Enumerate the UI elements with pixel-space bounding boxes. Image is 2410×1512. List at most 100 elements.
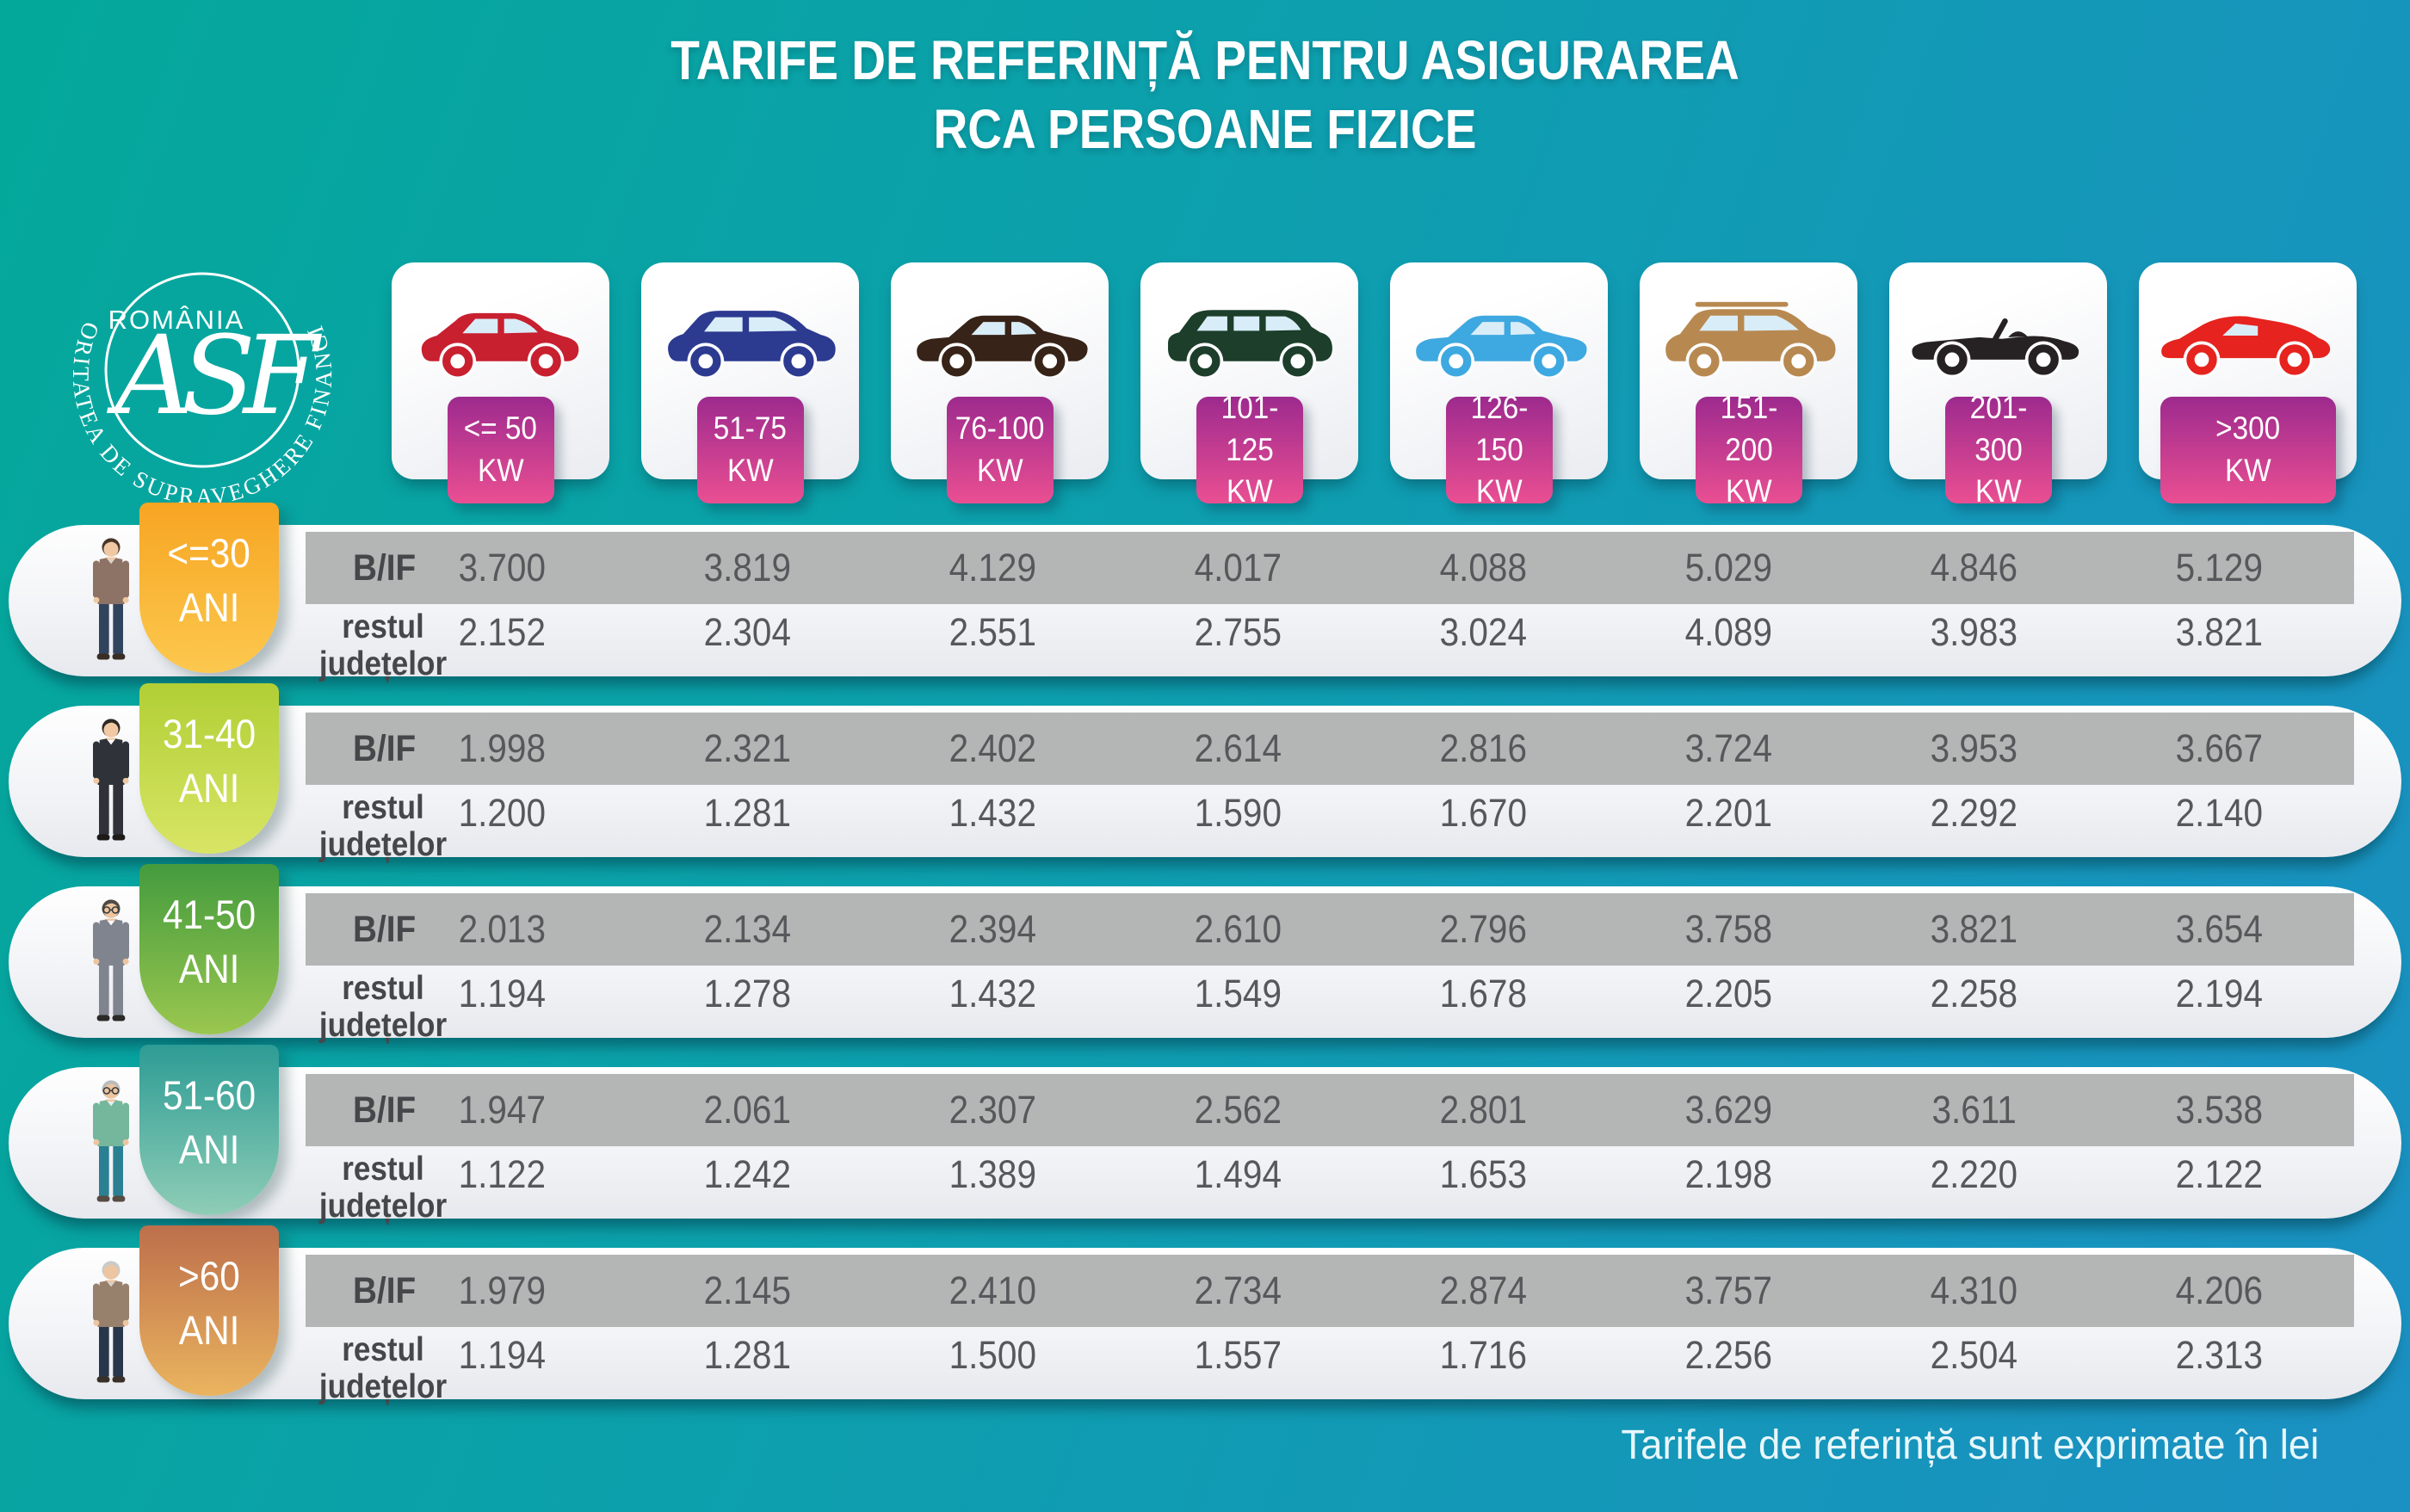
tariff-value: 3.629 <box>1684 1088 1773 1132</box>
power-class-card: 201-300 KW <box>1889 262 2107 509</box>
bif-label: B/IF <box>353 908 417 950</box>
power-class-card: 126-150 KW <box>1390 262 1608 509</box>
kw-range-badge: 51-75 KW <box>696 397 804 503</box>
page-title: TARIFE DE REFERINȚĂ PENTRU ASIGURAREA RC… <box>0 26 2410 164</box>
age-suffix-text: ANI <box>178 946 240 991</box>
tariff-value: 2.198 <box>1684 1152 1773 1196</box>
kw-range-text: 101-125 <box>1220 389 1278 467</box>
tariff-value: 2.304 <box>703 610 792 654</box>
age-badge: 51-60 ANI <box>139 1045 279 1215</box>
rest-values-row: 1.122 1.242 1.389 1.494 1.653 2.198 2.220 2.122 <box>380 1148 2342 1201</box>
power-class-card: 151-200 KW <box>1640 262 1857 509</box>
age-range-text: 31-40 <box>162 711 256 757</box>
kw-range-badge: 76-100 KW <box>946 397 1054 503</box>
tariff-value: 2.307 <box>949 1088 1037 1132</box>
sports-car-icon <box>2160 316 2330 378</box>
minivan-icon <box>1167 310 1332 378</box>
kw-range-badge: 201-300 KW <box>1944 390 2052 509</box>
rest-values-row: 1.200 1.281 1.432 1.590 1.670 2.201 2.292 2.140 <box>380 787 2342 840</box>
power-class-card: 51-75 KW <box>641 262 859 503</box>
tariff-value: 2.194 <box>2175 972 2264 1015</box>
tariff-value: 4.310 <box>1930 1268 2018 1312</box>
tariff-value: 1.389 <box>949 1152 1037 1196</box>
age-suffix-text: ANI <box>178 584 240 630</box>
bif-label: B/IF <box>353 1269 417 1311</box>
asf-romania-logo: ROMÂNIA ASF AUTORITATEA DE SUPRAVEGHERE … <box>34 229 362 521</box>
tariff-value: 3.953 <box>1930 726 2018 770</box>
kw-unit-text: KW <box>1974 473 2022 509</box>
tariff-value: 4.088 <box>1439 546 1528 589</box>
rest-label: restul județelor <box>318 608 448 682</box>
tariff-value: 3.700 <box>458 546 547 589</box>
tariff-value: 1.653 <box>1439 1152 1528 1196</box>
tariff-value: 1.557 <box>1194 1333 1282 1377</box>
age-suffix-text: ANI <box>178 1307 240 1353</box>
tariff-value: 1.549 <box>1194 972 1282 1015</box>
tariff-value: 3.821 <box>1930 907 2018 951</box>
tariff-value: 1.432 <box>949 791 1037 835</box>
age-suffix-text: ANI <box>178 1126 240 1172</box>
asf-logo-icon: ROMÂNIA ASF AUTORITATEA DE SUPRAVEGHERE … <box>34 229 335 509</box>
rest-values-row: 2.152 2.304 2.551 2.755 3.024 4.089 3.983 3.821 <box>380 606 2342 659</box>
age-badge: >60 ANI <box>139 1225 279 1396</box>
age-row: >60 ANI B/IF 1.979 2.145 2.410 2.734 2.874 3.… <box>9 1225 2401 1405</box>
page-title-line2: RCA PERSOANE FIZICE <box>933 98 1477 160</box>
tariff-value: 2.201 <box>1684 791 1773 835</box>
tariff-value: 2.256 <box>1684 1333 1773 1377</box>
tariff-value: 1.281 <box>703 1333 792 1377</box>
tariff-value: 2.504 <box>1930 1333 2018 1377</box>
tariff-value: 1.194 <box>458 1333 547 1377</box>
person-icon <box>93 538 129 660</box>
age-range-text: 51-60 <box>162 1072 256 1119</box>
tariff-value: 1.278 <box>703 972 792 1015</box>
tariff-value: 1.494 <box>1194 1152 1282 1196</box>
kw-unit-text: KW <box>726 453 774 488</box>
tariff-value: 1.432 <box>949 972 1037 1015</box>
tariff-value: 2.061 <box>703 1088 792 1132</box>
tariff-value: 4.206 <box>2175 1268 2264 1312</box>
tariff-value: 2.610 <box>1194 907 1282 951</box>
tariff-value: 2.152 <box>458 610 547 654</box>
person-icon <box>93 719 129 841</box>
large-suv-icon <box>1665 301 1836 378</box>
power-class-header: <= 50 KW 51-75 KW 76-100 KW 101-125 KW 1… <box>392 262 2357 509</box>
tariff-value: 3.611 <box>1931 1088 2017 1132</box>
tariff-value: 2.402 <box>949 726 1037 770</box>
tariff-value: 2.145 <box>703 1268 792 1312</box>
person-icon <box>93 1261 129 1383</box>
tariff-value: 2.874 <box>1439 1268 1528 1312</box>
kw-range-text: <= 50 <box>463 410 538 447</box>
compact-suv-icon <box>667 311 836 378</box>
bif-band <box>306 713 2354 785</box>
tariff-value: 2.220 <box>1930 1152 2018 1196</box>
person-icon <box>93 899 129 1021</box>
tariff-value: 2.551 <box>949 610 1037 654</box>
footer-note: Tarifele de referință sunt exprimate în … <box>1621 1423 2320 1468</box>
tariff-value: 2.755 <box>1194 610 1282 654</box>
tariff-value: 1.200 <box>458 791 547 835</box>
kw-range-text: >300 <box>2215 410 2281 447</box>
tariff-value: 1.947 <box>458 1088 547 1132</box>
rest-label: restul județelor <box>318 970 448 1044</box>
blue-sedan-icon <box>1415 315 1587 378</box>
power-class-card: <= 50 KW <box>392 262 609 503</box>
bif-values-row: 3.700 3.819 4.129 4.017 4.088 5.029 4.846 5.129 <box>380 532 2342 604</box>
kw-range-text: 201-300 <box>1969 389 2027 467</box>
tariff-value: 1.678 <box>1439 972 1528 1015</box>
tariff-value: 2.410 <box>949 1268 1037 1312</box>
tariff-value: 2.134 <box>703 907 792 951</box>
age-row: 51-60 ANI B/IF 1.947 2.061 2.307 2.562 2.801… <box>9 1045 2401 1225</box>
tariff-value: 1.122 <box>458 1152 547 1196</box>
age-row: <=30 ANI B/IF 3.700 3.819 4.129 4.017 4.088 5… <box>9 503 2401 682</box>
tariff-value: 3.821 <box>2175 610 2264 654</box>
tariff-value: 2.816 <box>1439 726 1528 770</box>
kw-range-text: 76-100 <box>955 410 1045 447</box>
tariff-value: 1.716 <box>1439 1333 1528 1377</box>
age-range-text: <=30 <box>167 530 251 577</box>
tariff-value: 5.029 <box>1684 546 1773 589</box>
age-range-text: >60 <box>178 1253 240 1299</box>
tariff-value: 2.013 <box>458 907 547 951</box>
power-class-card: 76-100 KW <box>891 262 1109 503</box>
kw-unit-text: KW <box>477 453 524 488</box>
